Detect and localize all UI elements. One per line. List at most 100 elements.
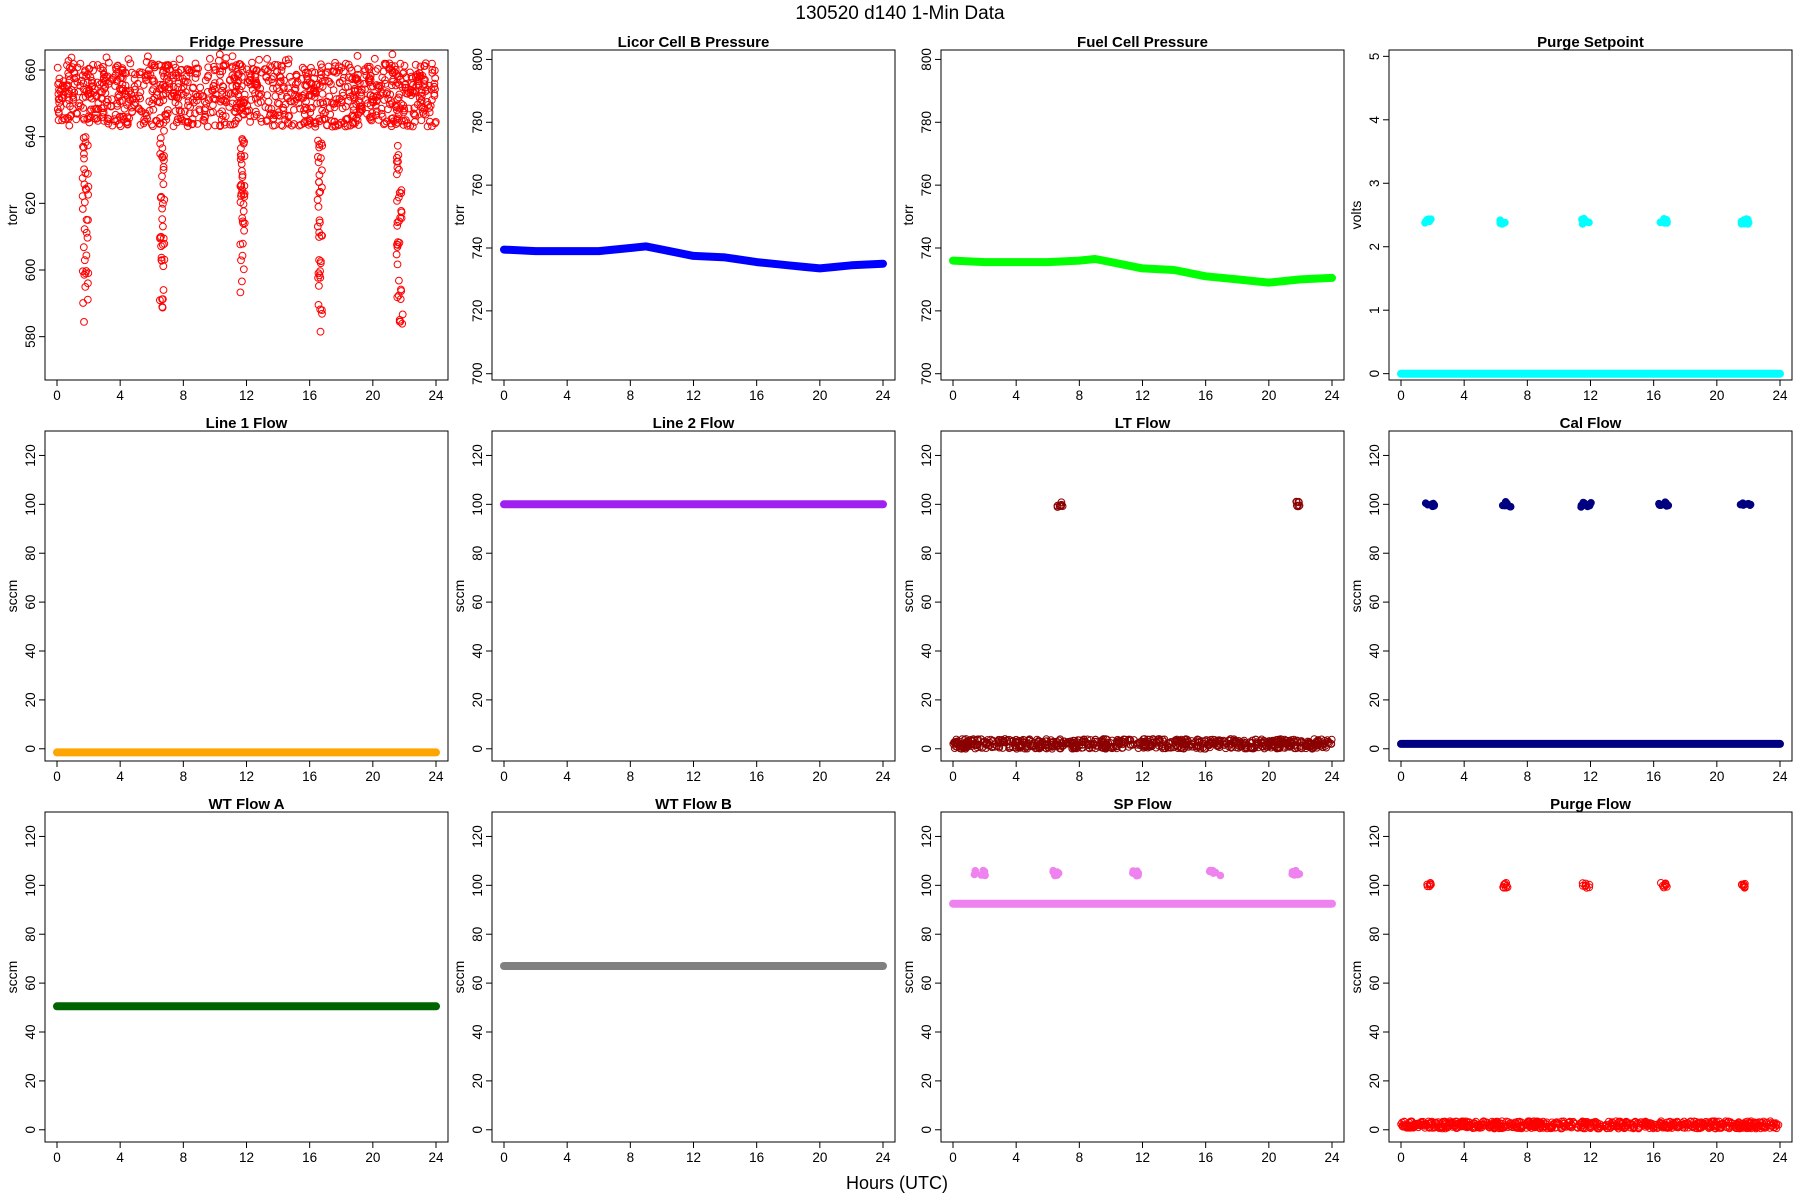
data-point: [397, 208, 406, 217]
data-point: [118, 86, 127, 95]
data-point: [149, 95, 158, 104]
data-point: [173, 90, 182, 99]
data-point: [1414, 1119, 1423, 1128]
data-point: [1589, 1118, 1598, 1127]
data-point: [400, 68, 408, 77]
data-point: [318, 82, 327, 91]
y-tick-label: 60: [1367, 976, 1382, 991]
x-tick-label: 16: [1646, 388, 1661, 403]
data-point: [1297, 742, 1306, 750]
data-point: [80, 318, 88, 326]
data-point: [1542, 1118, 1551, 1127]
data-point: [251, 73, 260, 81]
event-point: [1425, 216, 1433, 225]
data-point: [295, 121, 304, 130]
data-point: [54, 80, 62, 88]
data-point: [148, 120, 156, 129]
data-point: [344, 60, 353, 69]
data-point: [119, 112, 128, 121]
panel-title: Purge Setpoint: [1537, 34, 1644, 51]
data-point: [178, 117, 186, 125]
x-tick-label: 0: [500, 769, 508, 784]
data-point: [1019, 735, 1028, 744]
data-point: [381, 76, 389, 84]
data-point: [348, 75, 356, 84]
data-point: [371, 67, 380, 76]
data-point: [284, 111, 293, 120]
x-tick-label: 16: [1198, 388, 1213, 403]
data-point: [160, 126, 168, 135]
y-tick-label: 120: [919, 825, 934, 848]
data-point: [206, 108, 215, 117]
data-point: [160, 152, 168, 160]
data-point: [1034, 738, 1043, 747]
data-point: [200, 117, 209, 125]
data-point: [195, 105, 204, 114]
event-point: [1293, 502, 1302, 511]
x-tick-label: 8: [1076, 1150, 1084, 1165]
data-point: [428, 59, 436, 68]
data-point: [1285, 736, 1294, 745]
panel-title: Cal Flow: [1560, 415, 1622, 432]
data-point: [393, 293, 402, 302]
data-point: [183, 122, 192, 131]
y-axis-label: sccm: [900, 961, 916, 994]
data-point: [158, 215, 167, 224]
data-point: [238, 251, 247, 260]
data-point: [278, 63, 287, 71]
data-point: [130, 75, 139, 83]
data-point: [142, 58, 151, 66]
data-point: [1195, 736, 1203, 745]
data-marks: [1397, 879, 1783, 1133]
data-point: [150, 61, 159, 70]
event-point: [1744, 215, 1752, 224]
data-point: [64, 89, 73, 98]
x-tick-label: 20: [812, 388, 827, 403]
x-tick-label: 16: [1646, 769, 1661, 784]
data-point: [393, 114, 402, 123]
data-point: [1476, 1122, 1485, 1130]
data-point: [1078, 737, 1087, 746]
data-point: [318, 183, 326, 192]
event-point: [1053, 501, 1062, 510]
data-point: [158, 295, 167, 304]
data-point: [155, 98, 164, 106]
panel-wt-flow-a: WT Flow A 0 4 8 12 16 20 24 0 20 40 60 80 100 120 sccm: [4, 796, 449, 1165]
x-tick-label: 4: [563, 1150, 571, 1165]
y-tick-label: 120: [470, 825, 485, 848]
figure-xlabel: Hours (UTC): [846, 1173, 948, 1193]
y-tick-label: 40: [1367, 1024, 1382, 1039]
data-point: [257, 117, 266, 126]
data-point: [291, 90, 299, 99]
x-tick-label: 20: [1709, 769, 1724, 784]
y-tick-label: 20: [23, 1073, 38, 1088]
data-point: [415, 94, 424, 102]
data-point: [210, 95, 219, 103]
y-tick-label: 120: [23, 825, 38, 848]
y-tick-label: 60: [470, 976, 485, 991]
x-tick-label: 24: [1324, 1150, 1340, 1165]
data-point: [1746, 1121, 1755, 1130]
y-tick-label: 3: [1367, 180, 1382, 188]
data-point: [79, 299, 87, 307]
data-point: [1617, 1123, 1626, 1132]
data-point: [240, 219, 249, 228]
data-point: [1535, 1124, 1544, 1133]
x-tick-label: 24: [1772, 388, 1788, 403]
data-point: [159, 68, 167, 77]
x-tick-label: 16: [302, 769, 317, 784]
data-point: [105, 58, 113, 67]
data-point: [211, 121, 220, 130]
data-point: [174, 73, 183, 82]
data-point: [1055, 736, 1064, 745]
data-point: [1725, 1124, 1734, 1133]
data-point: [236, 155, 245, 164]
data-point: [84, 190, 92, 199]
data-point: [79, 142, 87, 151]
data-point: [318, 90, 327, 98]
x-tick-label: 12: [686, 769, 701, 784]
data-point: [148, 77, 157, 86]
data-point: [1011, 743, 1020, 752]
data-point: [418, 108, 427, 116]
data-point: [419, 103, 427, 112]
